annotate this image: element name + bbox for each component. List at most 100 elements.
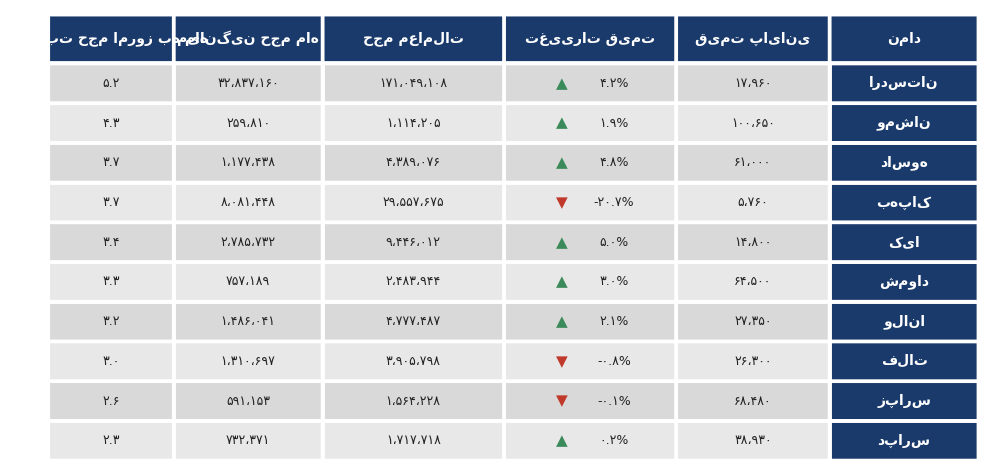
Text: ۵۹۱،۱۵۳: ۵۹۱،۱۵۳ (226, 394, 270, 407)
Text: ومشان: ومشان (876, 116, 932, 130)
FancyBboxPatch shape (678, 16, 828, 61)
Text: ▼: ▼ (555, 354, 567, 369)
Text: ۲.۱%: ۲.۱% (599, 315, 628, 328)
Text: ۹،۴۴۶،۰۱۲: ۹،۴۴۶،۰۱۲ (386, 235, 441, 249)
Text: ۷۵۷،۱۸۹: ۷۵۷،۱۸۹ (226, 275, 271, 289)
FancyBboxPatch shape (50, 105, 172, 141)
Text: ۳.۰: ۳.۰ (103, 355, 120, 368)
Text: ▲: ▲ (555, 235, 567, 250)
Text: ۳.۲: ۳.۲ (102, 315, 120, 328)
FancyBboxPatch shape (678, 185, 828, 220)
FancyBboxPatch shape (50, 224, 172, 260)
FancyBboxPatch shape (324, 65, 502, 102)
Text: ۱،۴۸۶،۰۴۱: ۱،۴۸۶،۰۴۱ (220, 315, 276, 328)
Text: ۲،۴۸۳،۹۴۴: ۲،۴۸۳،۹۴۴ (385, 275, 441, 289)
FancyBboxPatch shape (506, 383, 674, 419)
FancyBboxPatch shape (50, 65, 172, 102)
FancyBboxPatch shape (832, 264, 976, 300)
FancyBboxPatch shape (506, 343, 674, 379)
Text: قیمت پایانی: قیمت پایانی (696, 31, 810, 46)
Text: فلات: فلات (880, 354, 928, 368)
FancyBboxPatch shape (324, 224, 502, 260)
Text: -۲۰.۷%: -۲۰.۷% (594, 196, 634, 209)
FancyBboxPatch shape (50, 383, 172, 419)
FancyBboxPatch shape (678, 383, 828, 419)
Text: ▲: ▲ (555, 274, 567, 290)
FancyBboxPatch shape (832, 105, 976, 141)
FancyBboxPatch shape (324, 304, 502, 339)
Text: ۱،۱۱۴،۲۰۵: ۱،۱۱۴،۲۰۵ (386, 117, 441, 130)
FancyBboxPatch shape (832, 224, 976, 260)
Text: ۵.۲: ۵.۲ (103, 77, 120, 90)
Text: شمواد: شمواد (879, 274, 929, 289)
Text: تغییرات قیمت: تغییرات قیمت (525, 32, 655, 46)
FancyBboxPatch shape (324, 264, 502, 300)
FancyBboxPatch shape (176, 105, 321, 141)
Text: ۲۶،۳۰۰: ۲۶،۳۰۰ (734, 355, 772, 368)
Text: ۳،۹۰۵،۷۹۸: ۳،۹۰۵،۷۹۸ (386, 355, 441, 368)
Text: ▼: ▼ (555, 393, 567, 408)
Text: ۱،۳۱۰،۶۹۷: ۱،۳۱۰،۶۹۷ (220, 355, 276, 368)
FancyBboxPatch shape (324, 105, 502, 141)
Text: ▲: ▲ (555, 433, 567, 448)
Text: میانگین حجم ماه: میانگین حجم ماه (177, 31, 319, 47)
Text: ۳.۷: ۳.۷ (102, 156, 120, 169)
FancyBboxPatch shape (832, 145, 976, 181)
FancyBboxPatch shape (506, 145, 674, 181)
FancyBboxPatch shape (50, 145, 172, 181)
FancyBboxPatch shape (506, 224, 674, 260)
FancyBboxPatch shape (832, 343, 976, 379)
Text: ▲: ▲ (555, 314, 567, 329)
Text: ۲.۳: ۲.۳ (102, 434, 120, 447)
FancyBboxPatch shape (678, 224, 828, 260)
Text: بهپاک: بهپاک (876, 196, 932, 210)
FancyBboxPatch shape (832, 383, 976, 419)
Text: ۰.۲%: ۰.۲% (599, 434, 628, 447)
FancyBboxPatch shape (832, 16, 976, 61)
FancyBboxPatch shape (832, 65, 976, 102)
FancyBboxPatch shape (506, 264, 674, 300)
Text: ۱،۱۷۷،۴۳۸: ۱،۱۷۷،۴۳۸ (220, 156, 276, 169)
FancyBboxPatch shape (832, 423, 976, 459)
Text: ۶۴،۵۰۰: ۶۴،۵۰۰ (734, 275, 772, 289)
Text: ۳.۳: ۳.۳ (102, 275, 120, 289)
FancyBboxPatch shape (324, 16, 502, 61)
Text: ۴،۷۷۷،۴۸۷: ۴،۷۷۷،۴۸۷ (385, 315, 441, 328)
FancyBboxPatch shape (832, 304, 976, 339)
Text: ولانا: ولانا (883, 314, 925, 329)
FancyBboxPatch shape (50, 264, 172, 300)
FancyBboxPatch shape (324, 145, 502, 181)
FancyBboxPatch shape (678, 423, 828, 459)
FancyBboxPatch shape (324, 343, 502, 379)
Text: ۲۹،۵۵۷،۶۷۵: ۲۹،۵۵۷،۶۷۵ (382, 196, 445, 209)
FancyBboxPatch shape (50, 16, 172, 61)
FancyBboxPatch shape (176, 145, 321, 181)
FancyBboxPatch shape (832, 185, 976, 220)
Text: ۱۴،۸۰۰: ۱۴،۸۰۰ (734, 235, 772, 249)
FancyBboxPatch shape (324, 423, 502, 459)
FancyBboxPatch shape (176, 185, 321, 220)
Text: نماد: نماد (887, 32, 921, 46)
Text: ۱،۵۶۴،۲۲۸: ۱،۵۶۴،۲۲۸ (386, 394, 441, 407)
Text: ۳.۰%: ۳.۰% (599, 275, 628, 289)
Text: زپارس: زپارس (877, 394, 931, 408)
FancyBboxPatch shape (506, 423, 674, 459)
Text: -۰.۸%: -۰.۸% (597, 355, 630, 368)
Text: دپارس: دپارس (877, 434, 931, 448)
FancyBboxPatch shape (678, 65, 828, 102)
Text: ۵،۷۶۰: ۵،۷۶۰ (737, 196, 769, 209)
Text: ▲: ▲ (555, 76, 567, 91)
Text: ۶۱،۰۰۰: ۶۱،۰۰۰ (734, 156, 772, 169)
Text: ۳.۷: ۳.۷ (102, 196, 120, 209)
Text: ۲.۶: ۲.۶ (102, 394, 120, 407)
Text: ▲: ▲ (555, 155, 567, 170)
FancyBboxPatch shape (678, 343, 828, 379)
Text: ۳.۴: ۳.۴ (102, 235, 120, 249)
Text: ۱.۹%: ۱.۹% (599, 117, 628, 130)
Text: نسبت حجم امروز به ماه: نسبت حجم امروز به ماه (14, 31, 208, 46)
Text: -۰.۱%: -۰.۱% (597, 394, 630, 407)
FancyBboxPatch shape (506, 304, 674, 339)
Text: داسوه: داسوه (880, 156, 928, 170)
Text: ۱۷،۹۶۰: ۱۷،۹۶۰ (734, 77, 772, 90)
Text: ۷۳۲،۳۷۱: ۷۳۲،۳۷۱ (226, 434, 271, 447)
